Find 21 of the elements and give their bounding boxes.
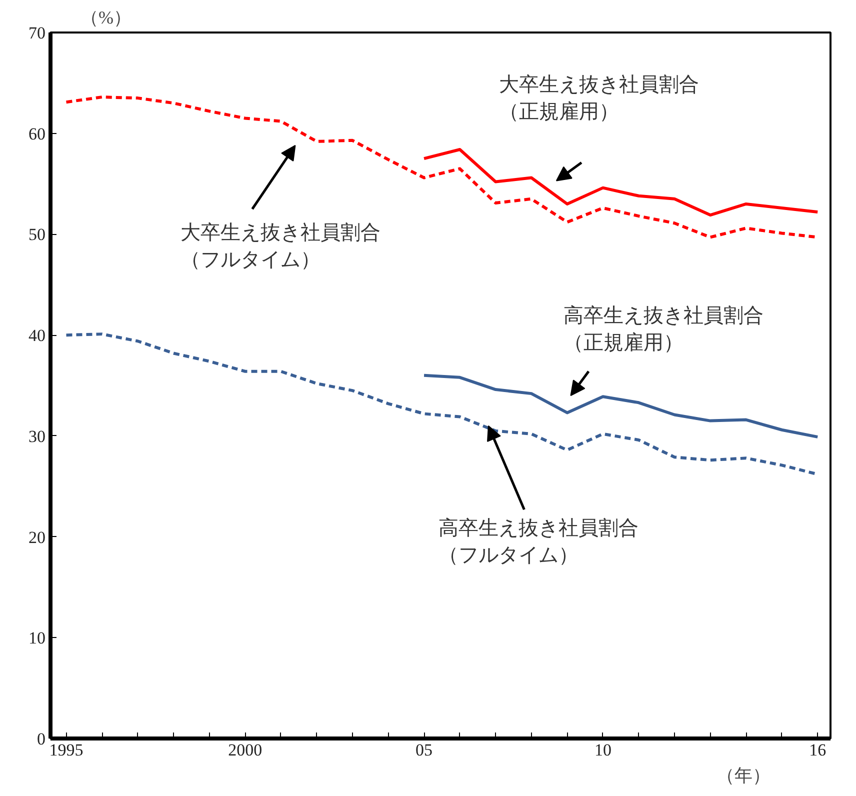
x-axis-title: （年） <box>716 766 770 786</box>
y-tick-label: 40 <box>28 326 46 346</box>
x-tick-label: 05 <box>416 740 433 760</box>
x-tick-label: 1995 <box>49 740 84 760</box>
y-tick-label: 0 <box>37 730 46 748</box>
y-tick-label: 20 <box>28 528 46 547</box>
text: 大卒生え抜き社員割合（正規雇用） <box>499 74 700 123</box>
text: 高卒生え抜き社員割合（フルタイム） <box>438 516 638 567</box>
line-series <box>422 148 820 217</box>
y-tick-label: 60 <box>28 124 46 144</box>
x-tick-label: 16 <box>809 740 826 760</box>
y-tick-label: 50 <box>28 225 46 244</box>
y-tick-label: 70 <box>28 24 46 42</box>
text: 大卒生え抜き社員割合（フルタイム） <box>180 222 381 272</box>
x-tick-label: 10 <box>594 740 612 760</box>
line-series <box>422 374 820 438</box>
y-axis-title: （%） <box>80 8 132 28</box>
y-tick-label: 10 <box>28 628 46 648</box>
text: 高卒生え抜き社員割合（正規雇用） <box>564 304 764 354</box>
y-tick-label: 30 <box>28 426 46 446</box>
x-tick-label: 2000 <box>228 740 262 760</box>
